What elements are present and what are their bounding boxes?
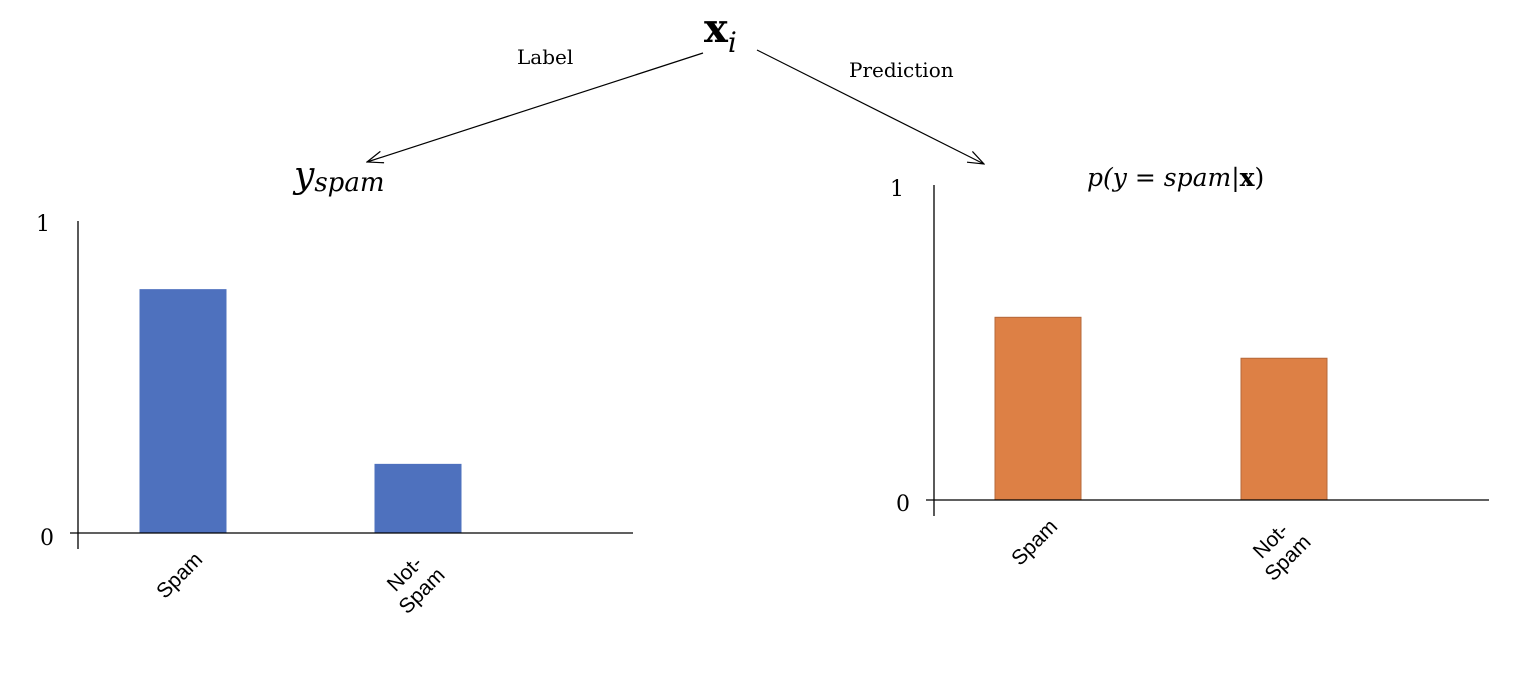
right-bar-chart: 1 0 Spam Not-Spam [890,177,1489,586]
left-category-label-spam: Spam [152,548,207,603]
left-axis-top-label: 1 [36,212,50,237]
prediction-edge-label: Prediction [849,58,954,82]
right-category-label-not-spam: Not-Spam [1243,513,1315,585]
left-axis-zero-label: 0 [40,526,54,551]
right-bar-not-spam [1240,357,1328,501]
right-category-label-line: Spam [1007,515,1062,570]
left-chart-title: yspam [292,155,385,198]
left-chart-title-main: y [292,155,315,196]
left-chart-title-subscript: spam [314,168,384,198]
label-edge-arrow [367,52,704,162]
right-axis-zero-label: 0 [896,492,910,517]
root-node: xi [704,5,737,59]
left-category-label-not-spam: Not-Spam [377,546,449,618]
right-bar-spam [994,316,1082,501]
right-title-prefix: p(y = [1087,163,1164,192]
label-edge-label: Label [517,45,573,69]
left-bar-not-spam [374,463,462,534]
right-title-bar: | [1231,163,1239,193]
prediction-edge-arrow [756,49,984,164]
root-node-subscript: i [728,26,737,59]
right-title-bold: x [1240,163,1256,192]
right-title-suffix: ) [1255,163,1265,192]
right-chart-title: p(y = spam|x) [1087,163,1264,193]
root-node-main: x [704,5,729,52]
right-axis-top-label: 1 [890,177,904,202]
right-category-label-spam: Spam [1007,515,1062,570]
left-bar-chart: 1 0 Spam Not-Spam [36,212,633,619]
left-category-label-line: Spam [152,548,207,603]
left-bar-spam [139,289,227,534]
right-title-var: spam [1164,163,1231,192]
